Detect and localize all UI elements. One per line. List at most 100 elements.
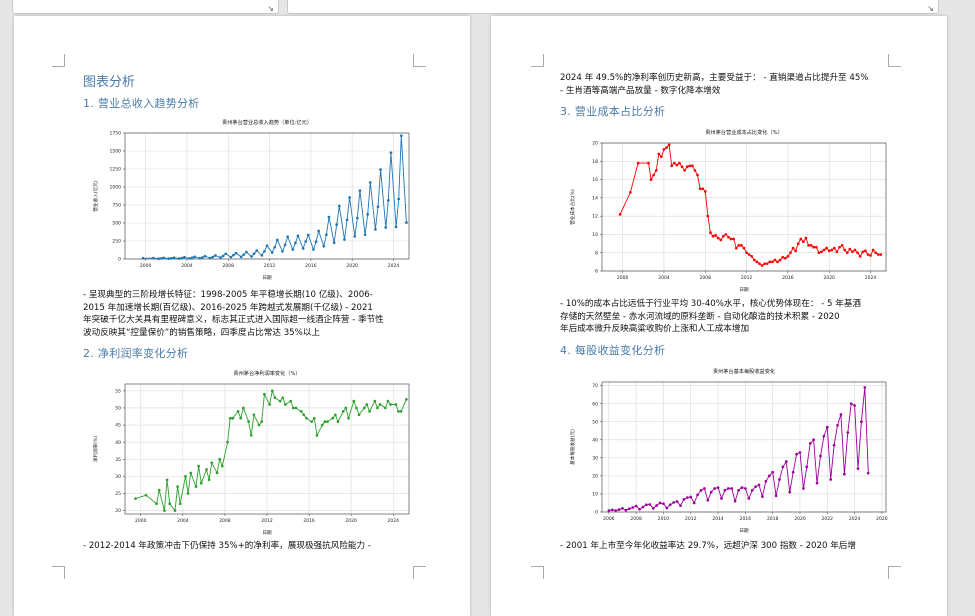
data-point [304, 240, 308, 243]
x-tick-label: 2024 [865, 275, 877, 281]
data-point [657, 152, 661, 156]
y-tick-label: 6 [595, 269, 598, 275]
data-point [856, 467, 860, 471]
data-point [651, 507, 655, 510]
data-point [362, 406, 366, 410]
data-point [624, 508, 628, 512]
chart-title: 贵州茅台营业总收入趋势（单位:亿元） [222, 118, 312, 126]
data-point [825, 425, 829, 429]
data-point [773, 258, 777, 262]
data-point [863, 386, 867, 389]
data-point [201, 256, 204, 259]
y-tick-label: 25 [115, 491, 121, 497]
data-point [366, 213, 370, 216]
text-line: 存储的天然壁垒 - 赤水河流域的原料垄断 - 自动化酿造的技术积累 - 2020 [560, 311, 840, 322]
data-point [871, 248, 875, 252]
data-point [397, 410, 400, 413]
data-point [682, 498, 686, 501]
data-point [629, 191, 632, 194]
x-axis-label: 日期 [739, 528, 749, 534]
data-point [853, 248, 857, 252]
data-point [214, 254, 217, 257]
revenue-chart-svg: 贵州茅台营业总收入趋势（单位:亿元） 2000 2004 2008 2012 2016 20… [92, 118, 410, 281]
data-point [610, 508, 614, 512]
data-point [244, 250, 248, 254]
eps-analysis-text: - 2001 年上市至今年化收益率达 29.7%，远超沪深 300 指数 - 2… [560, 541, 856, 551]
data-point [805, 465, 809, 469]
data-point [679, 504, 682, 508]
data-point [205, 468, 208, 471]
x-tick-label: 2018 [767, 516, 779, 522]
data-point [742, 246, 746, 250]
page-margin-mark [531, 566, 544, 579]
y-tick-label: 250 [112, 239, 121, 245]
y-axis-label: 营业收入(亿元) [92, 180, 99, 211]
x-axis-label: 日期 [262, 530, 272, 536]
data-point [726, 487, 730, 490]
data-point [215, 471, 219, 475]
data-point [614, 509, 618, 512]
data-point [384, 226, 388, 229]
data-point [866, 253, 870, 256]
data-point [849, 402, 853, 406]
data-point [853, 404, 856, 407]
x-tick-label: 2008 [630, 516, 642, 522]
data-point [294, 406, 298, 410]
data-point [822, 434, 826, 438]
data-point [383, 406, 387, 410]
x-tick-label: 2024 [387, 518, 399, 524]
group-expand-icon[interactable]: ↘ [267, 4, 274, 13]
x-tick-label: 2022 [822, 516, 834, 522]
data-point [325, 233, 328, 237]
document-page-left: 图表分析 1. 营业总收入趋势分析 贵州茅台营业总收入趋势（单位:亿元） 2000… [14, 16, 470, 616]
data-point [250, 255, 253, 258]
netmargin-analysis-text: - 2012-2014 年政策冲击下仍保持 35%+的净利率，展现极强抗风险能力… [83, 541, 371, 551]
data-point [394, 225, 398, 229]
data-point [784, 460, 788, 463]
data-point [379, 168, 382, 171]
data-point [830, 248, 834, 252]
data-point [621, 507, 624, 510]
data-point [281, 396, 285, 400]
data-point [265, 244, 269, 248]
data-point [344, 406, 348, 410]
data-point [241, 406, 245, 410]
data-point [368, 410, 371, 413]
data-point [257, 423, 261, 427]
data-point [874, 251, 878, 255]
data-point [734, 246, 738, 250]
data-point [724, 233, 728, 236]
data-point [326, 420, 329, 423]
x-tick-label: 2008 [223, 263, 235, 269]
data-point [814, 245, 818, 249]
data-point [832, 443, 836, 447]
data-point [719, 238, 723, 242]
data-point [843, 472, 846, 476]
data-point [352, 399, 356, 403]
data-point [224, 252, 228, 256]
data-point [322, 244, 326, 248]
x-axis-label: 日期 [262, 275, 272, 281]
data-point [764, 479, 768, 483]
y-tick-label: 30 [592, 455, 598, 461]
data-point [648, 503, 652, 506]
data-point [799, 237, 803, 241]
data-point [688, 164, 692, 168]
data-point [807, 244, 810, 247]
data-point [825, 246, 828, 250]
data-point [866, 471, 870, 475]
text-line: - 呈现典型的三阶段增长特征：1998-2005 年平稳增长期(10 亿级)、2… [83, 290, 373, 300]
data-point [783, 256, 787, 260]
text-line: 年后成本微升反映高粱收购价上涨和人工成本增加 [560, 324, 750, 334]
data-point [186, 492, 190, 495]
data-point [703, 190, 707, 193]
data-point [848, 247, 852, 251]
data-point [808, 442, 812, 445]
group-expand-icon[interactable]: ↘ [927, 4, 934, 13]
x-tick-label: 2024 [388, 263, 400, 269]
data-point [660, 155, 663, 159]
data-point [713, 487, 716, 490]
data-point [260, 420, 264, 423]
data-point [781, 465, 785, 469]
